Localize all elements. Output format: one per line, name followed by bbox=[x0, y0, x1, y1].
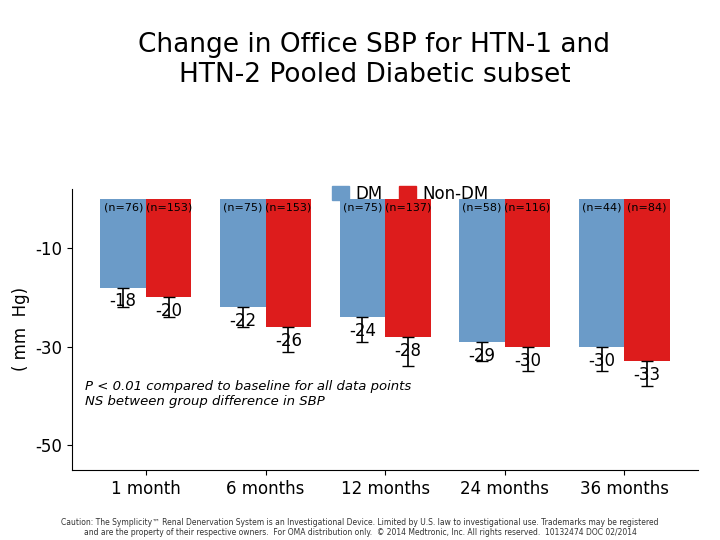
Bar bbox=[459, 199, 505, 342]
Text: (n=137): (n=137) bbox=[384, 203, 431, 213]
Text: (n=58): (n=58) bbox=[462, 203, 502, 213]
Text: -20: -20 bbox=[156, 302, 182, 320]
Text: (n=76): (n=76) bbox=[104, 203, 143, 213]
Text: -24: -24 bbox=[349, 322, 376, 340]
Text: -26: -26 bbox=[275, 332, 302, 350]
Text: -30: -30 bbox=[514, 352, 541, 369]
Text: -33: -33 bbox=[634, 366, 661, 384]
Text: -28: -28 bbox=[395, 342, 421, 360]
Text: Change in Office SBP for HTN-1 and
HTN-2 Pooled Diabetic subset: Change in Office SBP for HTN-1 and HTN-2… bbox=[138, 32, 611, 89]
Text: (n=116): (n=116) bbox=[505, 203, 551, 213]
Text: P < 0.01 compared to baseline for all data points
NS between group difference in: P < 0.01 compared to baseline for all da… bbox=[84, 380, 411, 408]
Text: (n=153): (n=153) bbox=[265, 203, 312, 213]
Text: (n=44): (n=44) bbox=[582, 203, 621, 213]
Bar bbox=[579, 199, 624, 347]
Text: (n=75): (n=75) bbox=[223, 203, 263, 213]
Text: Caution: The Symplicity™ Renal Denervation System is an Investigational Device. : Caution: The Symplicity™ Renal Denervati… bbox=[61, 518, 659, 537]
Text: (n=153): (n=153) bbox=[145, 203, 192, 213]
Y-axis label: ( mm  Hg): ( mm Hg) bbox=[12, 287, 30, 372]
Legend: DM, Non-DM: DM, Non-DM bbox=[325, 178, 495, 210]
Bar bbox=[624, 199, 670, 361]
Text: -22: -22 bbox=[229, 312, 256, 330]
Bar bbox=[146, 199, 192, 298]
Bar bbox=[101, 199, 146, 287]
Text: (n=84): (n=84) bbox=[627, 203, 667, 213]
Bar bbox=[505, 199, 550, 347]
Bar bbox=[340, 199, 385, 317]
Text: (n=75): (n=75) bbox=[343, 203, 382, 213]
Bar bbox=[385, 199, 431, 337]
Text: -29: -29 bbox=[469, 347, 495, 364]
Text: -30: -30 bbox=[588, 352, 615, 369]
Text: -18: -18 bbox=[109, 293, 137, 310]
Bar bbox=[220, 199, 266, 307]
Bar bbox=[266, 199, 311, 327]
